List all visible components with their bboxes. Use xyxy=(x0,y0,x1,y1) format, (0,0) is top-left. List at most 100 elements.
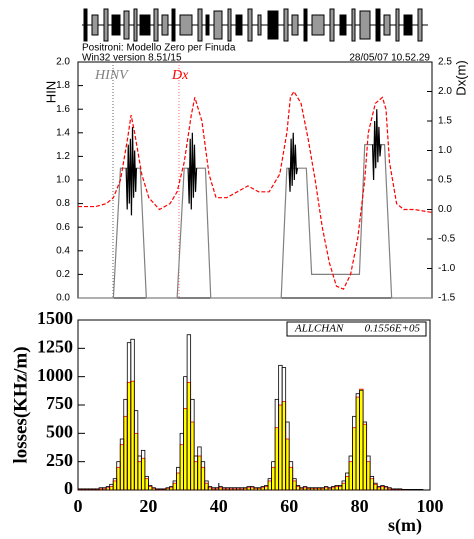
histogram-bar xyxy=(380,486,385,491)
lattice-element xyxy=(339,14,347,36)
x-tick-label: 80 xyxy=(351,496,369,516)
y2-tick-label: 0.0 xyxy=(438,204,452,215)
histogram-bar xyxy=(355,396,360,491)
histogram-bar xyxy=(267,480,272,491)
histogram-bar xyxy=(204,480,209,491)
histogram-bar xyxy=(292,478,297,491)
histogram-bar xyxy=(341,482,346,491)
lattice-element xyxy=(139,14,151,36)
lattice-element xyxy=(303,8,308,42)
legend-label: ALLCHAN xyxy=(294,323,344,335)
y-tick-label: 750 xyxy=(46,393,73,413)
y2-axis-label: Dx(m) xyxy=(453,60,468,95)
histogram-bar xyxy=(200,461,206,491)
lattice-element xyxy=(283,8,289,42)
lattice-element xyxy=(375,8,381,42)
y-tick-label: 0.2 xyxy=(56,269,70,280)
lattice-element xyxy=(153,8,159,42)
histogram-bar xyxy=(140,457,146,491)
y-tick-label: 1.4 xyxy=(56,127,70,138)
histogram-bar xyxy=(147,486,153,491)
y-tick-label: 250 xyxy=(46,450,73,470)
histogram-bar xyxy=(366,461,371,491)
histogram-bar xyxy=(285,438,290,491)
histogram-bar xyxy=(345,475,350,491)
y-tick-label: 1.8 xyxy=(56,80,70,91)
histogram-bar xyxy=(204,482,209,491)
lattice-element xyxy=(257,14,262,36)
histogram-bar xyxy=(271,466,276,491)
histogram-bar xyxy=(415,489,420,491)
histogram-bar xyxy=(369,478,375,491)
lattice-element xyxy=(227,8,232,42)
title: Positroni: Modello Zero per Finuda xyxy=(82,43,236,54)
y2-tick-label: 1.5 xyxy=(438,116,452,127)
histogram-bar xyxy=(401,489,406,491)
lattice-element xyxy=(103,8,109,42)
histogram-bar xyxy=(274,427,280,491)
histogram-bar xyxy=(144,478,149,491)
lattice-element xyxy=(133,8,138,42)
histogram-bar xyxy=(144,475,149,491)
histogram-bar xyxy=(172,482,177,491)
y-tick-label: 1.0 xyxy=(56,175,70,186)
histogram-bar xyxy=(411,489,417,491)
histogram-bar xyxy=(112,480,118,491)
lattice-element xyxy=(417,8,423,42)
histogram-bar xyxy=(190,398,195,491)
y2-tick-label: 2.0 xyxy=(438,86,452,97)
y-tick-label: 0.6 xyxy=(56,222,70,233)
histogram-bar xyxy=(285,421,290,491)
y-tick-label: 0.8 xyxy=(56,198,70,209)
histogram-bar xyxy=(140,449,146,491)
lattice-element xyxy=(351,8,356,42)
histogram-bar xyxy=(348,461,353,491)
lattice-element xyxy=(329,8,335,42)
histogram-bar xyxy=(133,432,139,491)
y2-tick-label: -1.0 xyxy=(438,263,456,274)
lattice-element xyxy=(383,14,391,36)
lattice-element xyxy=(91,14,99,36)
histogram-bar xyxy=(281,401,287,491)
line-series xyxy=(78,90,433,290)
y-tick-label: 1000 xyxy=(37,365,73,385)
histogram-bar xyxy=(126,381,132,491)
lattice-element xyxy=(213,10,223,40)
histogram-bar xyxy=(278,404,283,491)
histogram-bar xyxy=(359,388,364,491)
y2-tick-label: 2.5 xyxy=(438,57,452,68)
histogram-bar xyxy=(193,461,199,491)
histogram-bar xyxy=(119,444,125,491)
lattice-element xyxy=(123,10,130,40)
legend-box xyxy=(286,321,427,337)
x-tick-label: 100 xyxy=(417,496,444,516)
line-series xyxy=(187,132,198,210)
y-axis-label: losses(KHz/m) xyxy=(10,346,31,463)
histogram-bar xyxy=(352,427,357,491)
histogram-bar xyxy=(137,461,142,491)
lattice-element xyxy=(403,14,413,36)
x-tick-label: 60 xyxy=(280,496,298,516)
line-series xyxy=(288,132,299,192)
legend-label: Dx xyxy=(171,68,189,83)
lattice-element xyxy=(171,8,176,42)
y-tick-label: 1250 xyxy=(37,336,73,356)
histogram-bar xyxy=(186,381,192,491)
x-tick-label: 20 xyxy=(139,496,157,516)
histogram-bar xyxy=(362,423,368,491)
y2-tick-label: 1.0 xyxy=(438,145,452,156)
histogram-bar xyxy=(133,410,139,491)
x-tick-label: 40 xyxy=(210,496,228,516)
y-tick-label: 0.4 xyxy=(56,245,70,256)
lattice-element xyxy=(311,14,325,36)
x-axis-label: s(m) xyxy=(388,515,422,536)
y-tick-label: 0 xyxy=(64,478,73,498)
y-tick-label: 1500 xyxy=(37,308,73,328)
histogram-bar xyxy=(408,489,413,491)
lattice-element xyxy=(291,14,299,36)
lattice-element xyxy=(267,10,279,40)
y-tick-label: 0.0 xyxy=(56,293,70,304)
histogram-bar xyxy=(200,466,206,491)
histogram-bar xyxy=(109,486,114,491)
